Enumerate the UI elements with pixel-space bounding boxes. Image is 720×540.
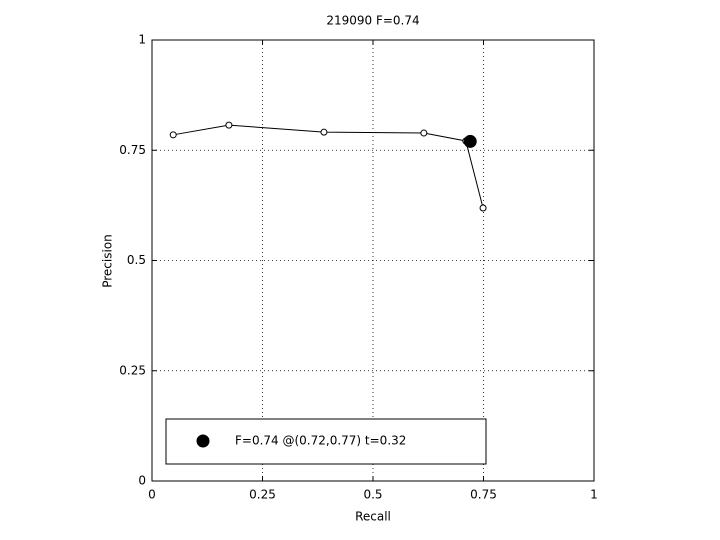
point-marker [320, 128, 328, 136]
chart-title: 219090 F=0.74 [326, 14, 419, 28]
y-tick-label: 0.5 [127, 253, 146, 267]
y-axis-label: Precision [101, 234, 115, 288]
x-tick-label: 0.5 [363, 488, 382, 502]
x-tick-label: 0 [148, 488, 156, 502]
best-point [463, 134, 477, 148]
y-tick-label: 1 [138, 33, 146, 47]
point-marker [420, 129, 428, 137]
x-tick-label: 0.25 [249, 488, 276, 502]
y-tick-label: 0 [138, 474, 146, 488]
legend-box [165, 418, 487, 465]
point-marker [225, 121, 233, 129]
series-line [173, 124, 484, 209]
point-marker [169, 131, 177, 139]
y-tick-label: 0.25 [119, 363, 146, 377]
legend-marker [196, 434, 210, 448]
point-marker [479, 204, 487, 212]
x-axis-label: Recall [355, 510, 391, 524]
x-tick-label: 1 [590, 488, 598, 502]
plot-frame [151, 39, 595, 482]
x-tick-label: 0.75 [470, 488, 497, 502]
y-tick-label: 0.75 [119, 143, 146, 157]
legend-label: F=0.74 @(0.72,0.77) t=0.32 [235, 434, 406, 448]
